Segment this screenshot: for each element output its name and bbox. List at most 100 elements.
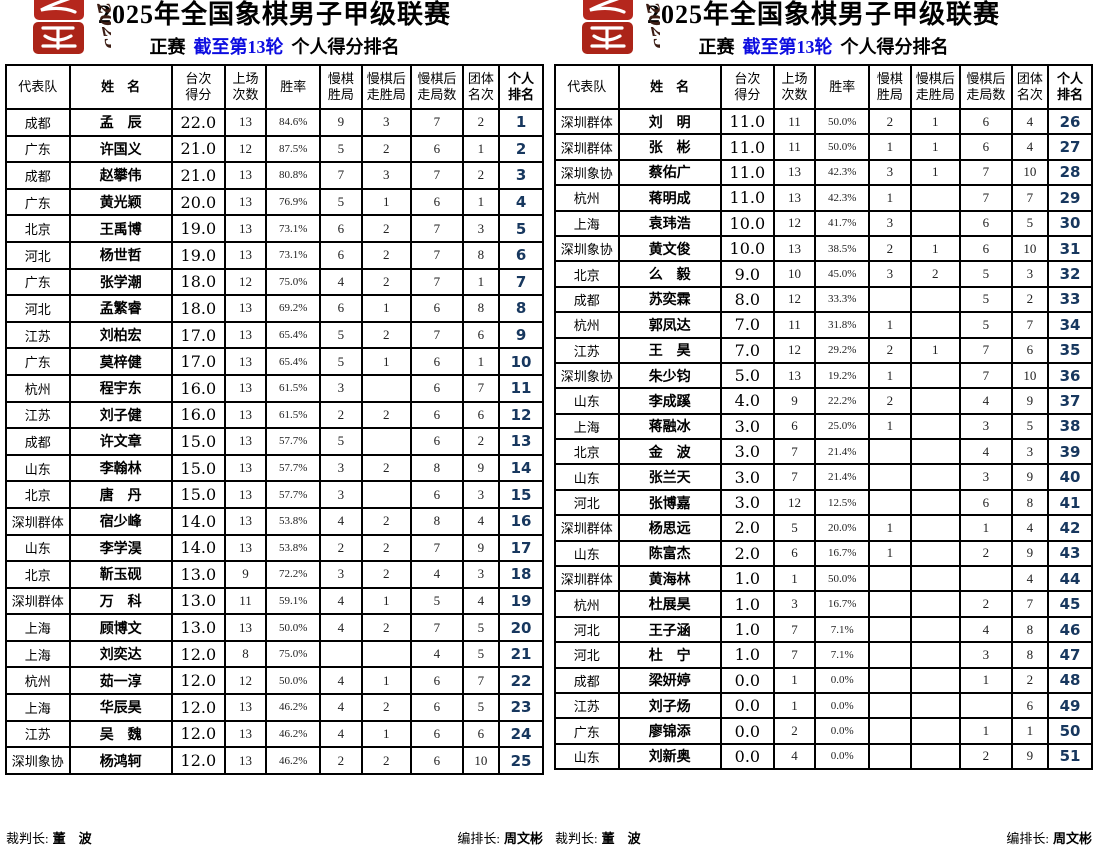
slow-second-move-wins-cell (909, 717, 962, 745)
games-cell: 7 (772, 438, 817, 466)
player-row: 深圳象协 朱少钧 5.0 13 19.2% 1 7 10 36 (554, 361, 1093, 390)
winrate-cell: 50.0% (814, 565, 871, 593)
player-row: 山东 张兰天 3.0 7 21.4% 3 9 40 (554, 463, 1093, 491)
rank-cell: 35 (1047, 336, 1093, 364)
winrate-cell: 12.5% (814, 488, 871, 517)
name-cell: 杜展昊 (617, 590, 722, 618)
slow-second-move-wins-cell: 2 (360, 506, 413, 536)
games-cell: 9 (772, 387, 817, 415)
slow-second-move-wins-cell (909, 184, 962, 212)
slow-second-move-games-cell (959, 565, 1013, 593)
slow-second-move-wins-cell: 1 (909, 234, 962, 263)
winrate-cell: 80.8% (265, 161, 322, 190)
games-cell: 9 (223, 560, 268, 589)
team-cell: 上海 (5, 613, 71, 642)
games-cell: 13 (223, 373, 268, 403)
panel-footer: 裁判长: 董 波 编排长: 周文彬 (5, 775, 544, 850)
slow-second-move-games-cell: 5 (959, 260, 1013, 288)
team-rank-cell: 8 (1010, 641, 1050, 669)
team-rank-cell: 4 (461, 506, 501, 536)
panel-header: 2025~ 2025年全国象棋男子甲级联赛 正赛 截至第13轮 个人得分排名 (554, 0, 1093, 64)
winrate-cell: 57.7% (265, 480, 322, 509)
slow-second-move-games-cell: 7 (959, 184, 1013, 212)
winrate-cell: 0.0% (814, 742, 871, 771)
column-header: 上场 次数 (772, 64, 817, 110)
rank-cell: 17 (498, 533, 544, 563)
slow-wins-cell: 5 (319, 427, 363, 456)
subtitle-suffix: 个人得分排名 (291, 36, 400, 57)
rank-cell: 27 (1047, 133, 1093, 161)
team-rank-cell: 3 (461, 480, 501, 509)
page-title: 2025年全国象棋男子甲级联赛 (646, 0, 1000, 29)
slow-wins-cell: 2 (868, 336, 912, 364)
winrate-cell: 76.9% (265, 187, 322, 217)
games-cell: 13 (223, 506, 268, 536)
winrate-cell: 61.5% (265, 373, 322, 403)
slow-second-move-wins-cell (909, 387, 962, 415)
score-cell: 8.0 (719, 285, 775, 314)
rank-cell: 6 (498, 240, 544, 270)
player-row: 河北杜 宁 1.0 7 7.1% 3 8 47 (554, 641, 1093, 669)
slow-second-move-wins-cell (909, 488, 962, 517)
slow-second-move-games-cell: 3 (959, 463, 1013, 491)
column-header: 慢棋后 走局数 (959, 64, 1013, 110)
player-row: 山东 李翰林 15.0 13 57.7% 3 2 8 9 14 (5, 453, 544, 483)
name-cell: 宿少峰 (68, 506, 173, 536)
team-cell: 北京 (554, 260, 620, 288)
slow-second-move-wins-cell (909, 209, 962, 237)
winrate-cell: 53.8% (265, 506, 322, 536)
subtitle-suffix: 个人得分排名 (840, 36, 949, 57)
score-cell: 12.0 (170, 719, 226, 749)
team-rank-cell: 3 (1010, 260, 1050, 288)
winrate-cell: 65.4% (265, 320, 322, 350)
score-cell: 9.0 (719, 260, 775, 288)
winrate-cell: 50.0% (814, 133, 871, 161)
player-row: 上海 袁玮浩 10.0 12 41.7% 3 6 5 30 (554, 209, 1093, 237)
games-cell: 13 (223, 161, 268, 190)
team-cell: 成都 (5, 108, 71, 137)
score-cell: 18.0 (170, 267, 226, 297)
rank-cell: 20 (498, 613, 544, 642)
player-row: 杭州 蒋明成 11.0 13 42.3% 1 7 7 29 (554, 184, 1093, 212)
winrate-cell: 42.3% (814, 158, 871, 187)
team-cell: 江苏 (5, 400, 71, 430)
games-cell: 7 (772, 641, 817, 669)
games-cell: 6 (772, 412, 817, 441)
rank-cell: 2 (498, 134, 544, 164)
player-row: 深圳群体张 彬 11.0 11 50.0% 1 1 6 4 27 (554, 133, 1093, 161)
player-row: 江苏 刘子健 16.0 13 61.5% 2 2 6 6 12 (5, 400, 544, 430)
name-cell: 蒋明成 (617, 184, 722, 212)
slow-second-move-wins-cell: 2 (909, 260, 962, 288)
player-row: 山东 李成蹊 4.0 9 22.2% 2 4 9 37 (554, 387, 1093, 415)
winrate-cell: 75.0% (265, 639, 322, 669)
name-cell: 张学潮 (68, 267, 173, 297)
rank-cell: 28 (1047, 158, 1093, 187)
rank-cell: 39 (1047, 438, 1093, 466)
rank-cell: 44 (1047, 565, 1093, 593)
chief-referee: 裁判长: 董 波 (6, 828, 92, 847)
player-row: 成都 苏奕霖 8.0 12 33.3% 5 2 33 (554, 285, 1093, 314)
slow-second-move-wins-cell (360, 373, 413, 403)
team-rank-cell: 4 (1010, 107, 1050, 136)
header-row: 代表队姓 名台次 得分 上场 次数 胜率 慢棋 胜局 慢棋后 走胜局 慢棋后 走局数 团体 … (5, 64, 544, 110)
slow-wins-cell (868, 641, 912, 669)
games-cell: 13 (223, 427, 268, 456)
games-cell: 11 (772, 107, 817, 136)
slow-second-move-games-cell: 6 (959, 107, 1013, 136)
team-cell: 江苏 (554, 336, 620, 364)
team-rank-cell: 9 (1010, 742, 1050, 771)
rank-cell: 8 (498, 294, 544, 323)
slow-wins-cell: 2 (319, 400, 363, 430)
player-row: 河北 杨世哲 19.0 13 73.1% 6 2 7 8 6 (5, 240, 544, 270)
slow-second-move-games-cell: 1 (959, 666, 1013, 694)
team-rank-cell: 6 (461, 320, 501, 350)
winrate-cell: 50.0% (265, 613, 322, 642)
score-cell: 0.0 (719, 717, 775, 745)
team-cell: 北京 (5, 480, 71, 509)
player-row: 深圳群体刘 明 11.0 11 50.0% 2 1 6 4 26 (554, 107, 1093, 136)
slow-second-move-wins-cell: 1 (909, 133, 962, 161)
slow-second-move-games-cell: 6 (410, 666, 464, 696)
slow-second-move-wins-cell (909, 438, 962, 466)
score-cell: 0.0 (719, 742, 775, 771)
chief-arranger-name: 周文彬 (1052, 831, 1092, 846)
